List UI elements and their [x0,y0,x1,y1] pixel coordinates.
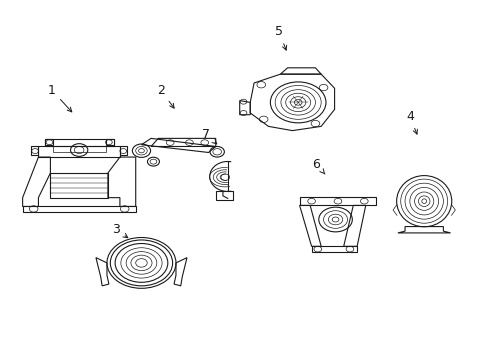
Text: 7: 7 [202,128,216,144]
Text: 6: 6 [312,158,324,174]
Text: 1: 1 [48,84,72,112]
Text: 5: 5 [274,25,286,50]
Polygon shape [105,139,113,145]
Text: 3: 3 [112,223,127,238]
Polygon shape [44,139,53,145]
Text: 2: 2 [156,84,174,108]
Text: 4: 4 [405,110,417,134]
